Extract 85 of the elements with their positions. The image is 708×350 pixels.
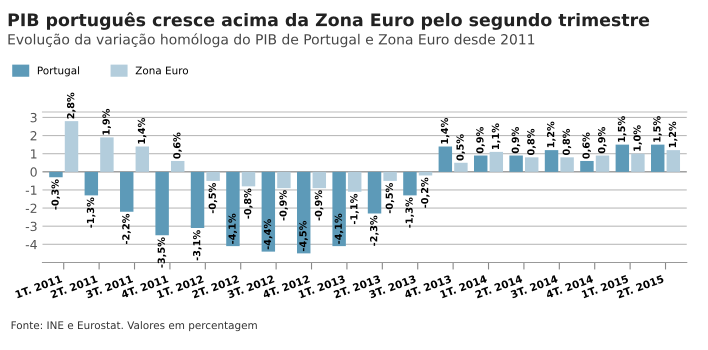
bar — [524, 157, 538, 172]
bar — [136, 146, 150, 172]
data-label: -0,5% — [386, 183, 394, 214]
bar — [120, 172, 134, 212]
data-label: -1,3% — [405, 198, 414, 228]
bar — [560, 157, 574, 172]
data-label: 0,8% — [527, 128, 536, 156]
data-label: 1,2% — [668, 122, 678, 148]
data-label: -3,5% — [158, 237, 166, 268]
data-label: 0,6% — [582, 132, 591, 159]
bar — [544, 150, 558, 172]
bar — [474, 156, 488, 172]
bar — [383, 172, 397, 181]
data-label: -0,3% — [51, 179, 60, 210]
data-label: -2,3% — [370, 216, 379, 246]
bar — [297, 172, 310, 254]
data-label: 0,9% — [512, 127, 520, 154]
data-label: -1,3% — [86, 198, 96, 228]
bar — [170, 160, 184, 172]
data-label: -0,5% — [208, 183, 218, 214]
data-label: 0,6% — [173, 132, 182, 159]
data-label: -0,2% — [420, 178, 430, 208]
data-label: -4,1% — [334, 214, 344, 244]
bar — [368, 172, 382, 214]
bar — [651, 144, 664, 172]
bar — [64, 121, 78, 172]
bar — [631, 154, 645, 172]
bar — [332, 172, 346, 246]
data-label: -0,9% — [279, 190, 288, 220]
bar — [100, 137, 114, 172]
data-label: 1,9% — [102, 108, 111, 134]
bar — [84, 172, 98, 196]
data-label: -1,1% — [350, 194, 359, 224]
bar — [242, 172, 256, 186]
data-label: -4,1% — [228, 214, 237, 244]
bar — [155, 172, 169, 236]
bar — [490, 152, 504, 172]
bar — [418, 172, 432, 176]
y-tick-label: -3 — [26, 222, 37, 232]
data-label: 1,0% — [633, 125, 642, 151]
bar — [403, 172, 417, 196]
bar — [596, 156, 610, 172]
y-tick-label: -1 — [26, 186, 36, 195]
bar — [206, 172, 220, 181]
data-label: -4,4% — [264, 219, 272, 250]
bar — [262, 172, 276, 252]
data-label: 1,5% — [653, 116, 662, 142]
bar — [190, 172, 204, 228]
data-label: -4,5% — [299, 220, 308, 252]
bar — [616, 144, 630, 172]
data-label: 1,4% — [440, 118, 450, 144]
data-label: 0,5% — [456, 134, 465, 160]
data-label: -0,9% — [314, 190, 324, 220]
y-tick-label: -4 — [26, 240, 37, 250]
y-tick-label: 1 — [31, 149, 36, 158]
chart-subtitle: Evolução da variação homóloga do PIB de Portugal e Zona Euro desde 2011 — [8, 33, 534, 48]
data-label: 1,4% — [138, 118, 146, 144]
y-tick-label: -2 — [26, 204, 36, 213]
bar — [580, 160, 594, 172]
chart-title: PIB português cresce acima da Zona Euro pelo segundo trimestre — [8, 12, 650, 30]
data-label: -3,1% — [193, 230, 202, 260]
bar — [49, 172, 63, 178]
bar — [438, 146, 452, 172]
bar — [277, 172, 291, 188]
legend-label: Zona Euro — [136, 66, 188, 74]
y-tick-label: 0 — [30, 167, 37, 177]
bar — [226, 172, 240, 246]
source-note: Fonte: INE e Eurostat. Valores em percentagem — [12, 321, 257, 332]
data-label: 1,5% — [618, 116, 626, 142]
data-label: -0,8% — [244, 188, 253, 219]
y-tick-label: 2 — [30, 131, 36, 140]
bar — [666, 150, 680, 172]
legend-label: Portugal — [38, 66, 80, 76]
data-label: 1,2% — [547, 122, 556, 148]
bar — [454, 162, 468, 172]
y-tick-label: 3 — [30, 112, 37, 122]
bar — [509, 156, 523, 172]
data-label: 0,8% — [562, 128, 572, 156]
data-label: 0,9% — [598, 127, 607, 154]
data-label: 2,8% — [66, 92, 76, 118]
data-label: 0,9% — [476, 127, 485, 154]
bar — [312, 172, 326, 188]
data-label: 1,1% — [492, 123, 500, 149]
data-label: -2,2% — [122, 214, 131, 244]
bar — [348, 172, 362, 192]
